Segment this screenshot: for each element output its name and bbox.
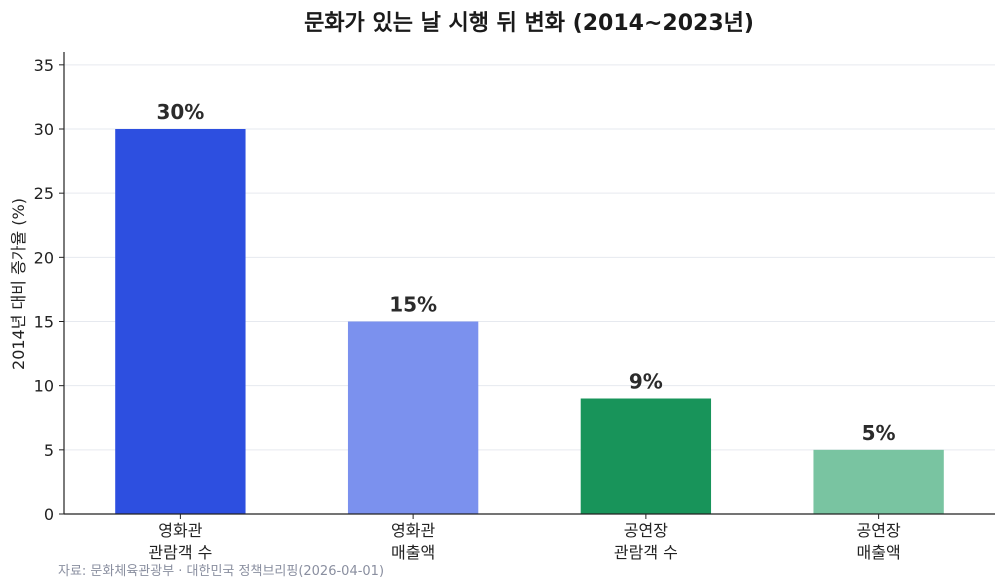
y-tick-label: 20 xyxy=(34,248,54,267)
y-tick-label: 0 xyxy=(44,505,54,524)
source-note: 자료: 문화체육관광부 · 대한민국 정책브리핑(2026-04-01) xyxy=(58,564,384,579)
data-label: 9% xyxy=(629,370,663,394)
data-label: 15% xyxy=(389,293,437,317)
y-axis-label: 2014년 대비 증가율 (%) xyxy=(9,198,28,370)
y-tick-label: 35 xyxy=(34,56,54,75)
x-tick-label: 공연장 xyxy=(857,521,901,540)
y-axis-ticks: 0 5 10 15 20 25 30 35 xyxy=(34,56,64,524)
x-tick-label: 매출액 xyxy=(857,543,901,562)
x-tick-label: 영화관 xyxy=(391,521,435,540)
y-tick-label: 30 xyxy=(34,120,54,139)
chart-title: 문화가 있는 날 시행 뒤 변화 (2014~2023년) xyxy=(304,11,754,36)
y-tick-label: 15 xyxy=(34,313,54,332)
y-tick-label: 25 xyxy=(34,184,54,203)
x-tick-label: 관람객 수 xyxy=(148,543,212,562)
x-tick-label: 공연장 xyxy=(624,521,668,540)
x-tick-label: 매출액 xyxy=(391,543,435,562)
bar xyxy=(115,129,246,514)
x-tick-label: 영화관 xyxy=(158,521,202,540)
y-tick-label: 5 xyxy=(44,441,54,460)
bars xyxy=(115,129,944,514)
data-labels: 30% 15% 9% 5% xyxy=(156,100,895,445)
bar xyxy=(347,321,479,514)
data-label: 5% xyxy=(862,421,896,445)
x-tick-label: 관람객 수 xyxy=(614,543,678,562)
bar xyxy=(580,398,712,514)
y-tick-label: 10 xyxy=(34,377,54,396)
bar xyxy=(813,449,944,514)
data-label: 30% xyxy=(156,100,204,124)
